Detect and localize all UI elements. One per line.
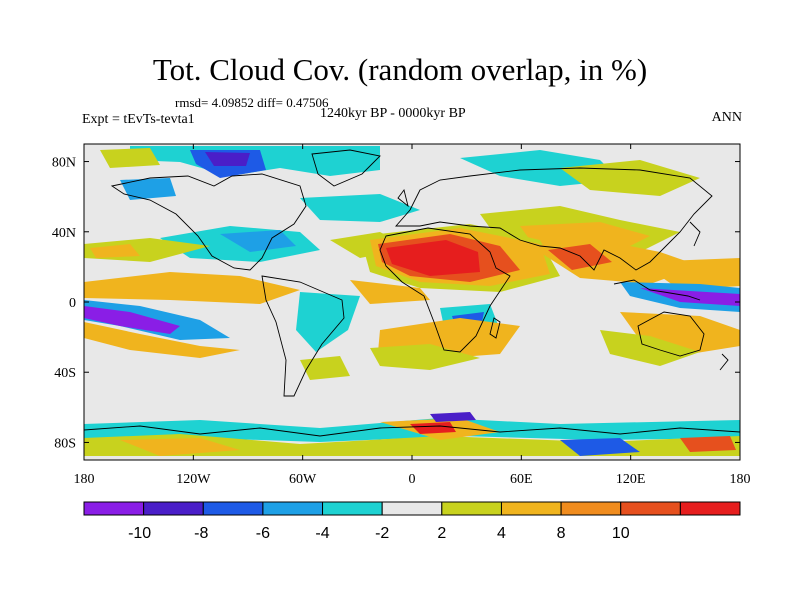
plot-title: Tot. Cloud Cov. (random overlap, in %): [0, 52, 800, 88]
colorbar-box: [561, 502, 621, 515]
colorbar-box: [501, 502, 561, 515]
colorbar-label: -4: [315, 525, 329, 542]
lat-tick-label: 0: [69, 296, 76, 311]
lon-tick-label: 60W: [289, 472, 317, 487]
colorbar-label: -2: [375, 525, 389, 542]
contour-na-blue: [120, 178, 176, 200]
colorbar-label: 8: [557, 525, 566, 542]
colorbar-box: [323, 502, 383, 515]
colorbar-label: 4: [497, 525, 506, 542]
lat-tick-label: 80N: [52, 156, 76, 171]
colorbar-box: [382, 502, 442, 515]
colorbar-box: [621, 502, 681, 515]
lon-tick-label: 120W: [176, 472, 211, 487]
lon-tick-label: 0: [409, 472, 416, 487]
colorbar-label: -10: [128, 525, 151, 542]
contour-arctic-yellow: [100, 148, 160, 168]
contour-ant-red-b: [680, 436, 736, 452]
lat-tick-label: 80S: [54, 436, 76, 451]
rmsd-diff-stats: rmsd= 4.09852 diff= 0.47506: [175, 95, 328, 111]
colorbar-box: [263, 502, 323, 515]
colorbar-box: [203, 502, 263, 515]
lon-tick-label: 180: [74, 472, 95, 487]
colorbar-boxes: [84, 502, 740, 515]
lat-tick-label: 40S: [54, 366, 76, 381]
colorbar-label: 10: [612, 525, 630, 542]
map-plot-area: 80N 40N 0 40S 80S 180 120W 60W 0 60E 120E 180: [52, 144, 751, 487]
experiment-label: Expt = tEvTs-tevta1: [82, 112, 195, 128]
colorbar-labels: -10 -8 -6 -4 -2 2 4 8 10: [128, 525, 630, 542]
colorbar: -10 -8 -6 -4 -2 2 4 8 10: [84, 502, 740, 542]
colorbar-label: -6: [256, 525, 270, 542]
lat-tick-label: 40N: [52, 226, 76, 241]
colorbar-box: [680, 502, 740, 515]
colorbar-box: [144, 502, 204, 515]
time-period: 1240kyr BP - 0000kyr BP: [320, 106, 466, 122]
lon-tick-label: 180: [730, 472, 751, 487]
season-label: ANN: [712, 110, 742, 126]
lon-tick-label: 120E: [616, 472, 646, 487]
lon-tick-label: 60E: [510, 472, 533, 487]
colorbar-box: [442, 502, 502, 515]
colorbar-label: -8: [194, 525, 208, 542]
colorbar-box: [84, 502, 144, 515]
colorbar-label: 2: [437, 525, 446, 542]
